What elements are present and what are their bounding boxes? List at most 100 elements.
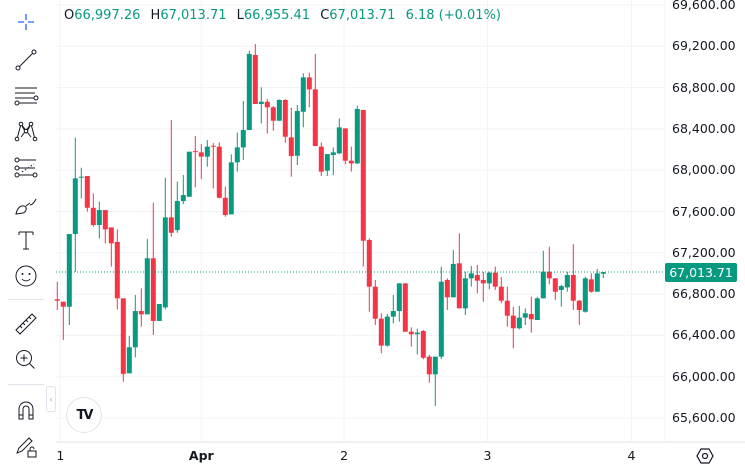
candle-down (210, 143, 216, 189)
candle-body (474, 274, 480, 281)
candle-body (330, 152, 336, 156)
crosshair-tool[interactable] (10, 6, 42, 38)
candle-up (174, 181, 180, 233)
candle-body (138, 311, 144, 315)
candle-body (366, 239, 372, 287)
candle-up (156, 304, 162, 321)
last-price-badge: 67,013.71 (665, 262, 737, 282)
magnet-tool[interactable] (10, 394, 42, 426)
brush-tool[interactable] (10, 190, 42, 222)
grid (56, 0, 665, 442)
candle-down (282, 99, 288, 143)
candle-up (258, 87, 264, 124)
trend-line-tool[interactable] (10, 44, 42, 76)
candle-down (480, 271, 486, 302)
candle-body (384, 316, 390, 346)
candle-up (162, 177, 168, 310)
candle-body (114, 241, 120, 299)
candle-body (174, 201, 180, 231)
candle-body (192, 151, 198, 153)
candle-down (402, 283, 408, 332)
text-tool[interactable] (10, 224, 42, 256)
ruler-tool[interactable] (10, 308, 42, 340)
candle-up (582, 276, 588, 313)
price-tick-label: 66,400.00 (672, 327, 736, 343)
candle-up (66, 234, 72, 325)
candle-body (294, 111, 300, 156)
candle-body (222, 197, 228, 216)
candle-up (600, 272, 606, 279)
emoji-icon (15, 265, 37, 287)
candle-down (378, 313, 384, 354)
candle-body (402, 283, 408, 332)
candle-body (498, 286, 504, 301)
zoom-in-tool[interactable] (10, 344, 42, 376)
fib-retracement-tool[interactable] (10, 80, 42, 112)
candle-body (576, 300, 582, 311)
candle-down (60, 301, 66, 340)
candle-up (78, 167, 84, 199)
candle-up (462, 271, 468, 315)
emoji-tool[interactable] (10, 260, 42, 292)
candle-up (564, 271, 570, 292)
pattern-tool[interactable] (10, 114, 42, 146)
candle-down (474, 264, 480, 294)
candle-down (348, 146, 354, 172)
candle-body (462, 278, 468, 309)
candle-body (66, 234, 72, 307)
candle-up (186, 151, 192, 197)
candle-body (258, 101, 264, 105)
candle-body (180, 195, 186, 202)
lock-drawings-tool[interactable] (10, 430, 42, 462)
price-tick-label: 68,800.00 (672, 79, 736, 95)
candle-down (456, 233, 462, 309)
projection-icon (14, 157, 38, 178)
lock-drawings-icon (16, 437, 37, 458)
candle-up (300, 73, 306, 128)
collapse-toolbar-button[interactable]: ‹ (46, 386, 56, 412)
candle-body (72, 178, 78, 235)
tradingview-logo[interactable]: TV (67, 398, 101, 432)
ruler-icon (15, 313, 37, 335)
candle-up (276, 99, 282, 121)
candle-down (372, 279, 378, 325)
candle-body (540, 271, 546, 299)
candle-body (60, 301, 66, 307)
price-tick-label: 68,400.00 (672, 120, 736, 136)
candle-down (288, 107, 294, 177)
price-tick-label: 69,600.00 (672, 0, 736, 12)
candle-body (378, 318, 384, 346)
price-tick-label: 67,200.00 (672, 244, 736, 260)
open-value: 66,997.26 (74, 8, 141, 23)
candle-body (600, 272, 606, 274)
candle-up (450, 250, 456, 298)
candle-down (588, 273, 594, 293)
candle-down (570, 244, 576, 311)
candle-body (282, 99, 288, 137)
candle-body (150, 258, 156, 321)
candle-up (354, 105, 360, 165)
candle-body (456, 263, 462, 309)
candle-up (324, 154, 330, 176)
candle-body (162, 217, 168, 308)
candle-body (264, 101, 270, 108)
low-label: L (236, 8, 244, 23)
candle-down (252, 44, 258, 105)
candle-body (318, 146, 324, 172)
candle-up (204, 140, 210, 167)
candle-body (438, 281, 444, 357)
candle-up (516, 305, 522, 330)
candle-body (468, 273, 474, 279)
candle-body (414, 332, 420, 335)
candle-down (552, 278, 558, 300)
candle-body (420, 330, 426, 358)
gear-icon[interactable] (696, 447, 714, 465)
projection-tool[interactable] (10, 152, 42, 184)
candle-body (372, 286, 378, 319)
drawing-toolbar: ‹ (0, 0, 56, 470)
candle-down (306, 72, 312, 108)
candle-up (294, 105, 300, 166)
time-tick-label: Apr (188, 448, 214, 463)
candle-down (546, 246, 552, 285)
